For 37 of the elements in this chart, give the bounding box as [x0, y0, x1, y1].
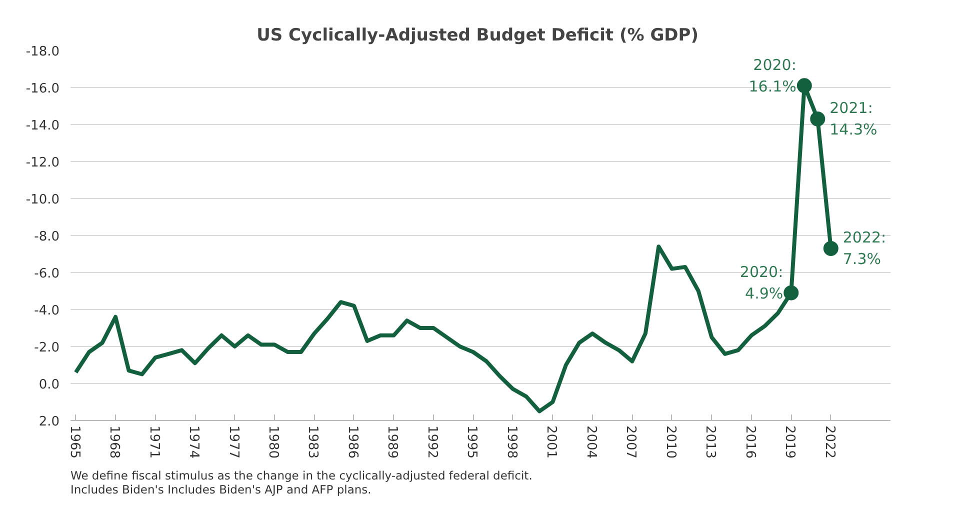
annotation: 2021: 14.3%	[830, 99, 878, 139]
y-tick-label: -8.0	[34, 230, 60, 244]
x-tick-label: 1992	[424, 426, 440, 459]
x-tick-label: 1974	[186, 426, 202, 459]
x-tick-label: 2016	[742, 426, 758, 459]
x-tick-label: 1995	[464, 426, 480, 459]
y-tick-label: -6.0	[34, 266, 60, 282]
x-tick-label: 1983	[305, 426, 320, 459]
x-tick-label: 1998	[504, 426, 519, 459]
x-tick-label: 2022	[822, 426, 837, 459]
y-tick-label: -2.0	[34, 340, 60, 356]
chart-title: US Cyclically-Adjusted Budget Deficit (% GDP)	[256, 26, 698, 46]
y-tick-label: -14.0	[26, 118, 60, 134]
x-tick-label: 1989	[384, 426, 400, 459]
annotation: 2020: 16.1%	[748, 56, 796, 96]
x-tick-label: 1968	[106, 426, 122, 459]
x-tick-label: 2007	[623, 426, 638, 459]
x-tick-label: 1977	[226, 426, 241, 459]
x-tick-label: 1965	[66, 426, 82, 459]
y-tick-label: 0.0	[38, 378, 60, 392]
text: We define fiscal stimulus as the change in the cyclically-adjusted federal deficit. Includes Biden's Includes Biden's AJP and AFP plans.	[70, 468, 532, 496]
x-tick-label: 1971	[146, 426, 162, 459]
x-tick-label: 2013	[702, 426, 718, 459]
y-tick-label: -10.0	[26, 192, 60, 208]
y-tick-label: -18.0	[26, 44, 60, 60]
y-tick-label: -4.0	[34, 304, 60, 318]
y-tick-label: 2.0	[38, 414, 60, 430]
y-tick-label: -16.0	[26, 82, 60, 96]
x-tick-label: 2004	[583, 426, 598, 459]
annotation: 2022: 7.3%	[842, 228, 886, 268]
annotation: 2020: 4.9%	[740, 263, 784, 303]
y-tick-label: -12.0	[26, 156, 60, 170]
x-tick-label: 1980	[266, 426, 281, 459]
x-tick-label: 2010	[662, 426, 678, 459]
x-tick-label: 2001	[544, 426, 559, 459]
x-tick-label: 1986	[344, 426, 360, 459]
x-tick-label: 2019	[782, 426, 798, 459]
